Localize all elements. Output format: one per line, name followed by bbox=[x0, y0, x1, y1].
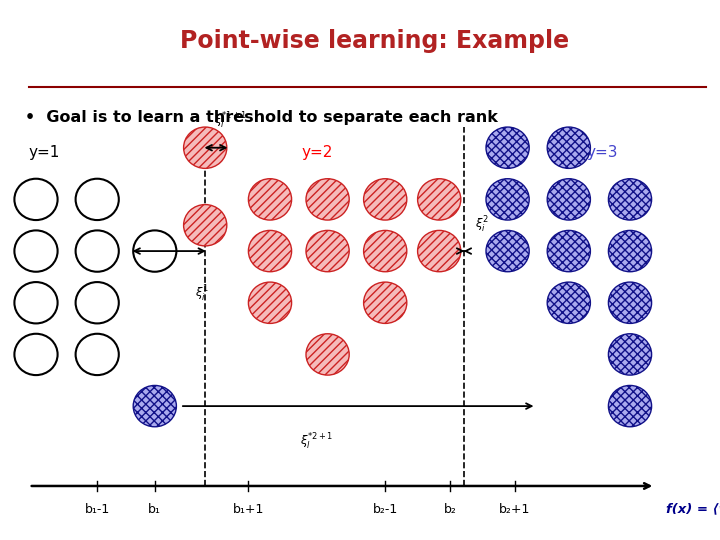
Ellipse shape bbox=[14, 282, 58, 323]
Ellipse shape bbox=[306, 179, 349, 220]
Ellipse shape bbox=[248, 231, 292, 272]
Ellipse shape bbox=[306, 231, 349, 272]
Ellipse shape bbox=[418, 179, 461, 220]
Ellipse shape bbox=[486, 127, 529, 168]
Ellipse shape bbox=[184, 205, 227, 246]
Text: Point-wise learning: Example: Point-wise learning: Example bbox=[180, 29, 569, 53]
Ellipse shape bbox=[547, 282, 590, 323]
Text: b₁: b₁ bbox=[148, 503, 161, 516]
Text: y=2: y=2 bbox=[301, 145, 333, 160]
Text: b₁-1: b₁-1 bbox=[84, 503, 110, 516]
Text: $\xi_l^{*2+1}$: $\xi_l^{*2+1}$ bbox=[300, 432, 333, 452]
Ellipse shape bbox=[248, 179, 292, 220]
Ellipse shape bbox=[14, 231, 58, 272]
Text: f(x) = ⟨w·φ(x)⟩: f(x) = ⟨w·φ(x)⟩ bbox=[666, 503, 720, 516]
Ellipse shape bbox=[608, 231, 652, 272]
Ellipse shape bbox=[486, 231, 529, 272]
Ellipse shape bbox=[364, 231, 407, 272]
Text: y=3: y=3 bbox=[587, 145, 618, 160]
Ellipse shape bbox=[14, 334, 58, 375]
Ellipse shape bbox=[547, 231, 590, 272]
Ellipse shape bbox=[76, 179, 119, 220]
Text: $\xi_i^1$: $\xi_i^1$ bbox=[194, 284, 209, 304]
Text: $\xi_i^{*1+1}$: $\xi_i^{*1+1}$ bbox=[214, 111, 247, 131]
Text: b₁+1: b₁+1 bbox=[233, 503, 264, 516]
Wedge shape bbox=[0, 70, 274, 97]
Ellipse shape bbox=[608, 179, 652, 220]
Ellipse shape bbox=[306, 334, 349, 375]
Ellipse shape bbox=[547, 127, 590, 168]
Ellipse shape bbox=[14, 179, 58, 220]
Text: b₂-1: b₂-1 bbox=[372, 503, 398, 516]
Ellipse shape bbox=[486, 179, 529, 220]
Ellipse shape bbox=[76, 282, 119, 323]
Ellipse shape bbox=[608, 386, 652, 427]
Ellipse shape bbox=[364, 282, 407, 323]
Text: $\xi_i^2$: $\xi_i^2$ bbox=[475, 214, 489, 234]
Ellipse shape bbox=[418, 231, 461, 272]
Ellipse shape bbox=[76, 334, 119, 375]
Ellipse shape bbox=[608, 282, 652, 323]
Ellipse shape bbox=[547, 179, 590, 220]
Ellipse shape bbox=[133, 386, 176, 427]
Ellipse shape bbox=[133, 231, 176, 272]
Text: y=1: y=1 bbox=[29, 145, 60, 160]
Text: b₂+1: b₂+1 bbox=[499, 503, 531, 516]
Ellipse shape bbox=[364, 179, 407, 220]
Text: •  Goal is to learn a threshold to separate each rank: • Goal is to learn a threshold to separa… bbox=[25, 110, 498, 125]
Ellipse shape bbox=[248, 282, 292, 323]
Ellipse shape bbox=[608, 334, 652, 375]
Ellipse shape bbox=[76, 231, 119, 272]
Text: b₂: b₂ bbox=[444, 503, 456, 516]
Ellipse shape bbox=[184, 127, 227, 168]
